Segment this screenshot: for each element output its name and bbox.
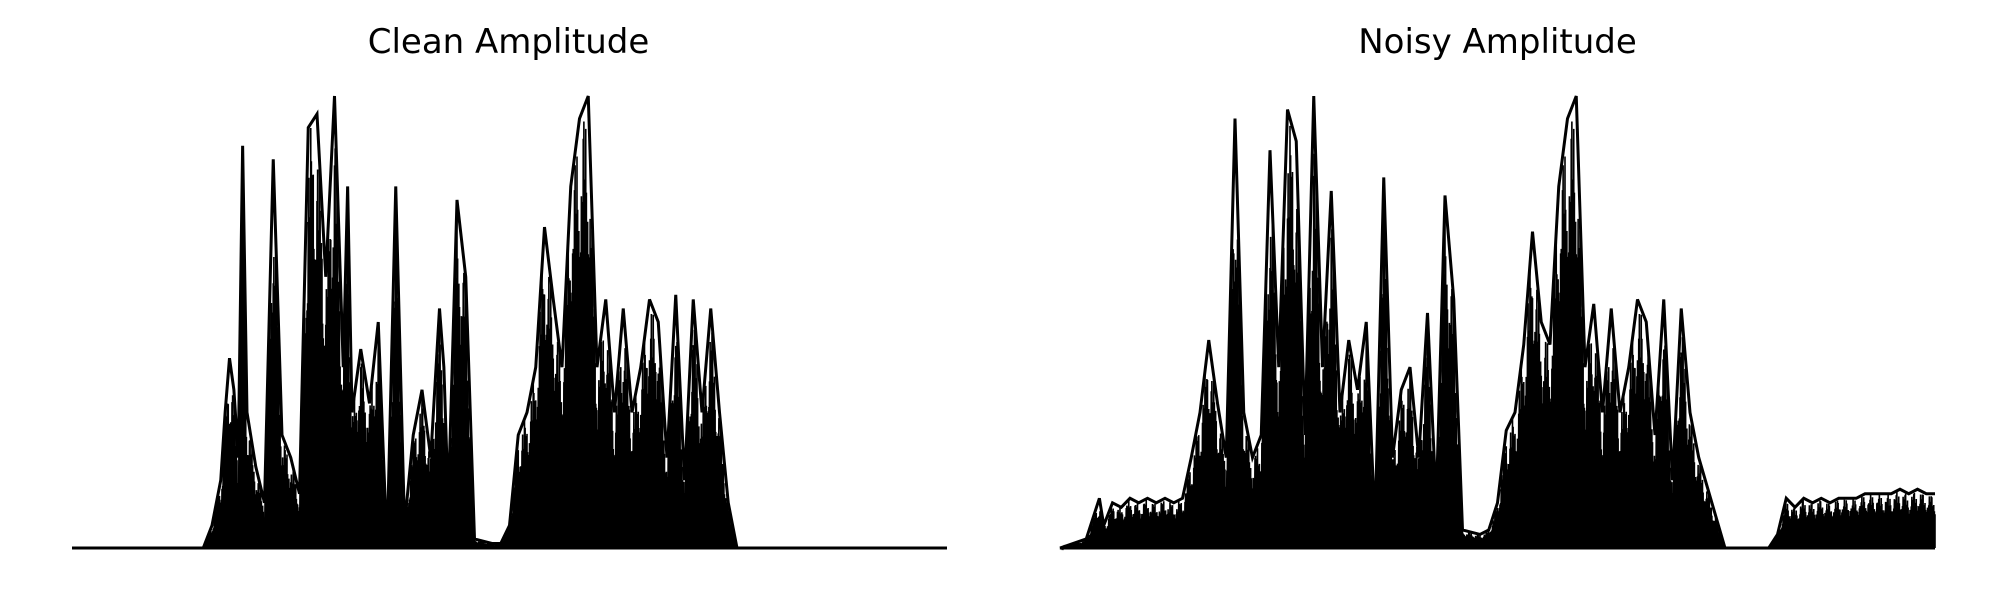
- amplitude-waveform: [72, 121, 947, 549]
- clean-amplitude-plot: [72, 95, 947, 550]
- chart-title-noisy: Noisy Amplitude: [1358, 22, 1637, 62]
- amplitude-envelope: [72, 95, 947, 550]
- amplitude-waveform: [1059, 121, 1936, 551]
- amplitude-envelope: [1059, 95, 1935, 550]
- noisy-amplitude-plot: [1059, 95, 1936, 551]
- chart-title-clean: Clean Amplitude: [367, 22, 650, 62]
